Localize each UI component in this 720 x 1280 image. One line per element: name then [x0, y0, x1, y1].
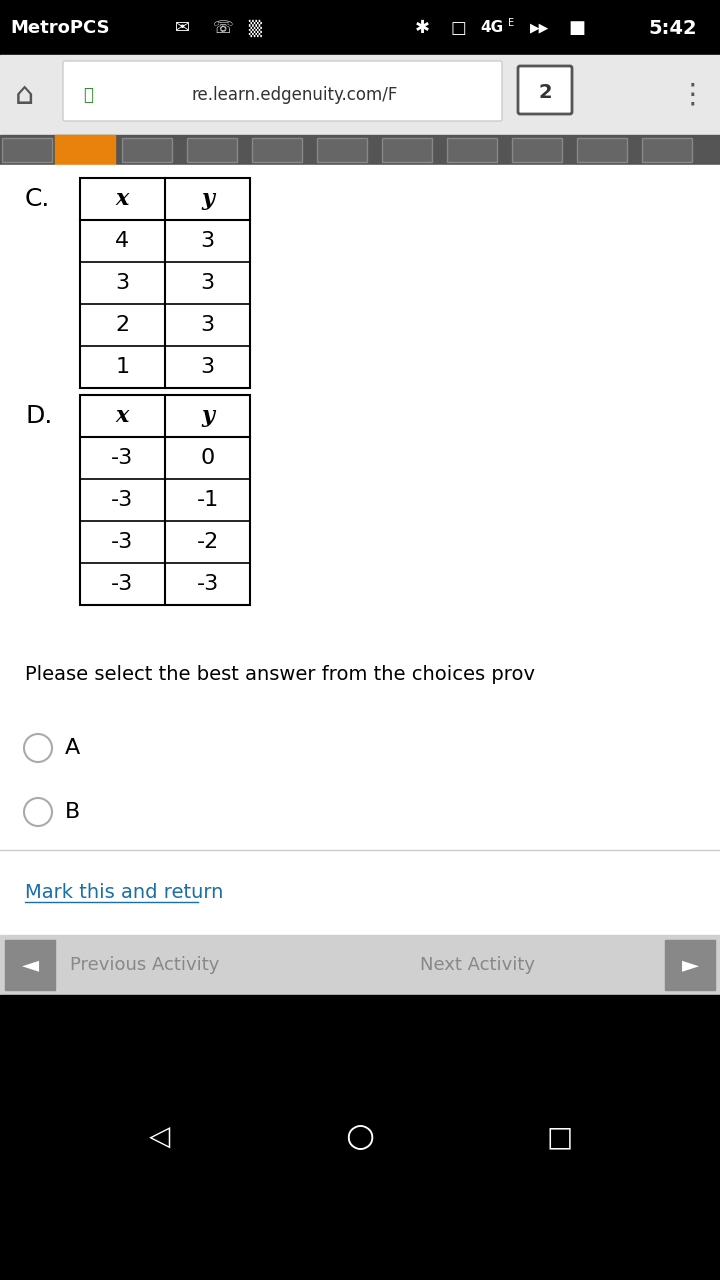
- Text: E: E: [508, 18, 514, 28]
- Text: -3: -3: [112, 490, 134, 509]
- Text: ▶▶: ▶▶: [530, 22, 549, 35]
- Bar: [0, 934, 720, 995]
- FancyBboxPatch shape: [518, 67, 572, 114]
- Text: ☏: ☏: [213, 19, 234, 37]
- Bar: [0, 995, 720, 1280]
- Text: C.: C.: [25, 187, 50, 211]
- Text: ⋮: ⋮: [678, 81, 706, 109]
- Text: 0: 0: [200, 448, 215, 468]
- Text: 🔒: 🔒: [83, 86, 93, 104]
- Bar: [80, 178, 250, 388]
- Text: x: x: [116, 404, 129, 428]
- Text: y: y: [201, 188, 214, 210]
- Bar: [642, 138, 692, 163]
- Text: 3: 3: [115, 273, 130, 293]
- Bar: [0, 134, 720, 165]
- Text: -3: -3: [197, 573, 219, 594]
- Bar: [0, 165, 720, 995]
- Text: -3: -3: [112, 573, 134, 594]
- Text: ✉: ✉: [175, 19, 190, 37]
- Text: ►: ►: [681, 955, 698, 975]
- Bar: [252, 138, 302, 163]
- Bar: [0, 0, 720, 55]
- Text: ◁: ◁: [149, 1123, 171, 1151]
- Bar: [512, 138, 562, 163]
- Text: ◄: ◄: [22, 955, 39, 975]
- Text: A: A: [65, 739, 80, 758]
- Bar: [5, 940, 55, 989]
- Text: Previous Activity: Previous Activity: [70, 956, 220, 974]
- Text: -2: -2: [197, 532, 219, 552]
- FancyBboxPatch shape: [63, 61, 502, 122]
- Text: re.learn.edgenuity.com/F: re.learn.edgenuity.com/F: [192, 86, 398, 104]
- Bar: [187, 138, 237, 163]
- Bar: [665, 940, 715, 989]
- Text: 2: 2: [115, 315, 130, 335]
- Text: 3: 3: [200, 315, 215, 335]
- Bar: [80, 396, 250, 605]
- Text: B: B: [65, 803, 80, 822]
- Text: Please select the best answer from the choices prov: Please select the best answer from the c…: [25, 666, 535, 684]
- Text: D.: D.: [25, 404, 53, 428]
- Text: 3: 3: [200, 273, 215, 293]
- Text: y: y: [201, 404, 214, 428]
- Bar: [577, 138, 627, 163]
- Text: -3: -3: [112, 532, 134, 552]
- Text: □: □: [450, 19, 466, 37]
- Text: Mark this and return: Mark this and return: [25, 882, 223, 901]
- Text: 4: 4: [115, 230, 130, 251]
- Text: x: x: [116, 188, 129, 210]
- Bar: [122, 138, 172, 163]
- Text: MetroPCS: MetroPCS: [10, 19, 109, 37]
- Text: Next Activity: Next Activity: [420, 956, 535, 974]
- Text: ○: ○: [346, 1120, 374, 1153]
- Bar: [317, 138, 367, 163]
- Text: ■: ■: [568, 19, 585, 37]
- Text: ⌂: ⌂: [15, 81, 35, 110]
- Text: ✱: ✱: [415, 19, 430, 37]
- Text: 5:42: 5:42: [648, 18, 697, 37]
- Bar: [447, 138, 497, 163]
- Bar: [382, 138, 432, 163]
- Text: 1: 1: [115, 357, 130, 378]
- Text: 4G: 4G: [480, 20, 503, 36]
- Text: ▒: ▒: [248, 19, 261, 37]
- Bar: [55, 134, 115, 165]
- Text: □: □: [547, 1123, 573, 1151]
- Bar: [2, 138, 52, 163]
- Bar: [0, 55, 720, 134]
- Text: -1: -1: [197, 490, 219, 509]
- Text: 3: 3: [200, 230, 215, 251]
- Text: 3: 3: [200, 357, 215, 378]
- Text: -3: -3: [112, 448, 134, 468]
- Text: 2: 2: [538, 82, 552, 101]
